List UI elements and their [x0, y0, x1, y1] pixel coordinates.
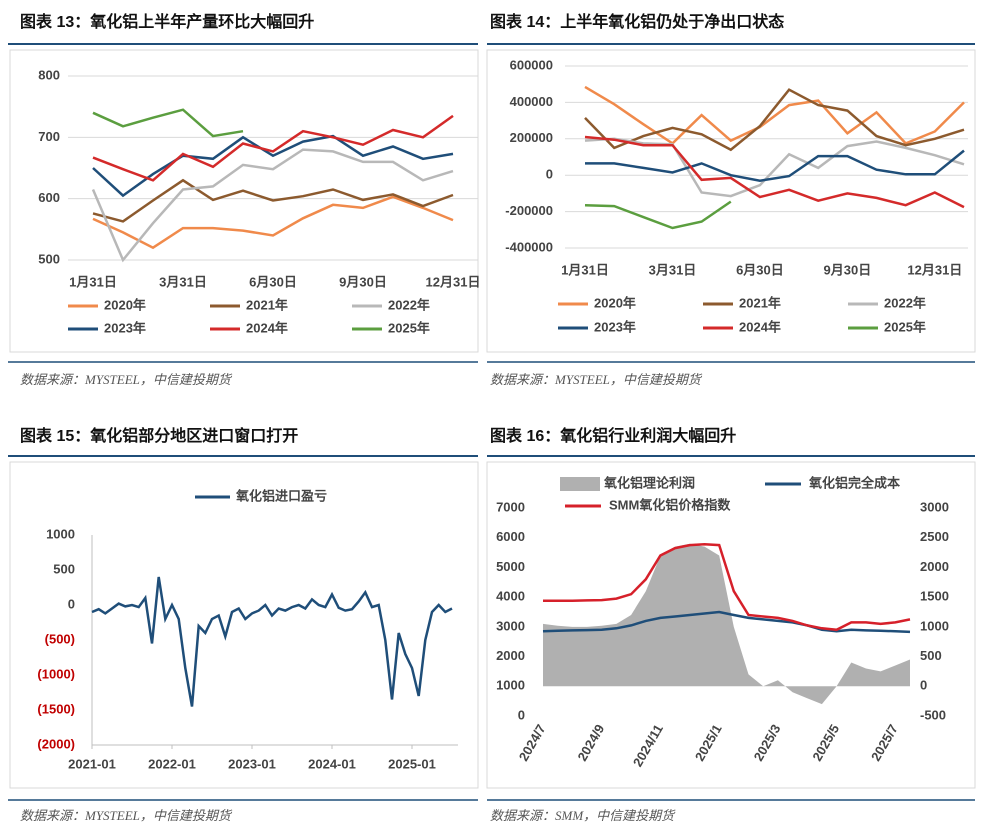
y-tick-label: 7000: [496, 499, 525, 514]
y-tick-label: 500: [920, 648, 942, 663]
series-line: [543, 543, 911, 632]
y-tick-label: 600: [38, 190, 60, 205]
series-line: [542, 610, 911, 634]
y-tick-label: 2500: [920, 529, 949, 544]
chart-frame: [9, 49, 479, 353]
y-tick-label: -400000: [505, 239, 553, 254]
legend-label: 2021年: [246, 297, 288, 312]
legend-label: 2022年: [388, 297, 430, 312]
chart-frame: [486, 49, 976, 353]
y-tick-label: 3000: [920, 499, 949, 514]
legend-label: 氧化铝理论利润: [603, 475, 695, 490]
x-tick-label: 6月30日: [736, 262, 784, 277]
y-tick-label: 2000: [920, 559, 949, 574]
series-line: [584, 85, 965, 145]
series-line: [92, 114, 454, 182]
x-tick-label: 1月31日: [69, 274, 117, 289]
y-tick-label: 2000: [496, 648, 525, 663]
y-tick-label: 4000: [496, 589, 525, 604]
legend-label: 2024年: [739, 319, 781, 334]
x-tick-label: 3月31日: [159, 274, 207, 289]
y-tick-label: (1000): [37, 666, 75, 681]
y-tick-label: 6000: [496, 529, 525, 544]
y-tick-label: (2000): [37, 736, 75, 751]
y-tick-label: 0: [68, 596, 75, 611]
y-tick-label: -500: [920, 707, 946, 722]
chart-frame: [486, 461, 976, 789]
series-line: [585, 149, 965, 182]
legend-label: 2023年: [104, 320, 146, 335]
series-line: [584, 88, 965, 152]
series-line: [584, 135, 965, 209]
chart-title: 图表 14：上半年氧化铝仍处于净出口状态: [490, 12, 784, 31]
legend-label: 氧化铝进口盈亏: [235, 488, 327, 503]
x-tick-label: 9月30日: [339, 274, 387, 289]
x-tick-label: 9月30日: [824, 262, 872, 277]
x-tick-label: 2024-01: [308, 756, 356, 771]
x-tick-label: 1月31日: [561, 262, 609, 277]
legend-label: 2023年: [594, 319, 636, 334]
y-tick-label: (1500): [37, 701, 75, 716]
y-tick-label: 0: [920, 678, 927, 693]
series-line: [584, 200, 732, 230]
legend-label: 2020年: [594, 295, 636, 310]
chart-title: 图表 16：氧化铝行业利润大幅回升: [490, 426, 736, 445]
y-tick-label: 1500: [920, 589, 949, 604]
source-note: 数据来源：MYSTEEL，中信建投期货: [20, 808, 233, 823]
series-area: [543, 543, 910, 705]
y-tick-label: 0: [546, 167, 553, 182]
legend-label: 2024年: [246, 320, 288, 335]
legend-label: 2025年: [884, 319, 926, 334]
x-tick-label: 2022-01: [148, 756, 196, 771]
source-note: 数据来源：MYSTEEL，中信建投期货: [490, 372, 703, 387]
y-tick-label: -200000: [505, 203, 553, 218]
legend-label: 氧化铝完全成本: [808, 475, 900, 490]
source-note: 数据来源：MYSTEEL，中信建投期货: [20, 372, 233, 387]
y-tick-label: 500: [38, 251, 60, 266]
series-line: [91, 576, 453, 707]
y-tick-label: (500): [45, 631, 75, 646]
series-line: [92, 178, 454, 223]
y-tick-label: 500: [53, 561, 75, 576]
y-tick-label: 1000: [920, 618, 949, 633]
x-tick-label: 3月31日: [649, 262, 697, 277]
chart-title: 图表 13：氧化铝上半年产量环比大幅回升: [20, 12, 314, 31]
series-line: [584, 137, 965, 198]
series-line: [91, 148, 454, 263]
legend-label: 2025年: [388, 320, 430, 335]
source-note: 数据来源：SMM，中信建投期货: [490, 808, 676, 823]
x-tick-label: 2021-01: [68, 756, 116, 771]
series-line: [92, 195, 454, 250]
x-tick-label: 2023-01: [228, 756, 276, 771]
y-tick-label: 0: [518, 707, 525, 722]
y-tick-label: 5000: [496, 559, 525, 574]
legend-label: 2020年: [104, 297, 146, 312]
y-tick-label: 400000: [510, 94, 553, 109]
x-tick-label: 2025-01: [388, 756, 436, 771]
y-tick-label: 700: [38, 129, 60, 144]
legend-label: 2022年: [884, 295, 926, 310]
chart-frame: [9, 461, 479, 789]
series-line: [92, 134, 454, 198]
chart-title: 图表 15：氧化铝部分地区进口窗口打开: [20, 426, 298, 445]
x-tick-label: 12月31日: [426, 274, 481, 289]
y-tick-label: 600000: [510, 57, 553, 72]
x-tick-label: 12月31日: [907, 262, 962, 277]
legend-label: 2021年: [739, 295, 781, 310]
x-tick-label: 6月30日: [249, 274, 297, 289]
legend-label: SMM氧化铝价格指数: [609, 497, 731, 512]
legend-swatch: [560, 477, 600, 491]
y-tick-label: 200000: [510, 130, 553, 145]
y-tick-label: 800: [38, 67, 60, 82]
y-tick-label: 1000: [496, 678, 525, 693]
y-tick-label: 3000: [496, 618, 525, 633]
series-line: [92, 108, 244, 138]
y-tick-label: 1000: [46, 526, 75, 541]
